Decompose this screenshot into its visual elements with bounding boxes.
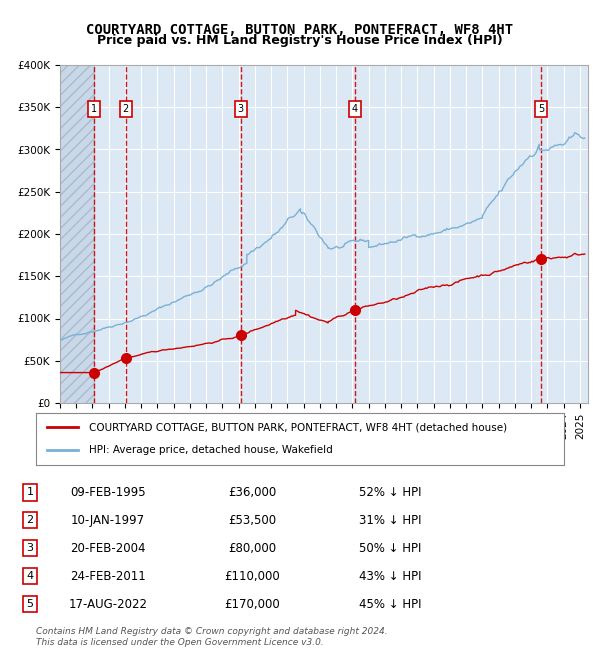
Text: 1: 1: [26, 488, 34, 497]
Text: COURTYARD COTTAGE, BUTTON PARK, PONTEFRACT, WF8 4HT (detached house): COURTYARD COTTAGE, BUTTON PARK, PONTEFRA…: [89, 422, 507, 432]
Text: 5: 5: [26, 599, 34, 609]
Text: 43% ↓ HPI: 43% ↓ HPI: [359, 569, 421, 582]
Text: 09-FEB-1995: 09-FEB-1995: [70, 486, 146, 499]
Text: COURTYARD COTTAGE, BUTTON PARK, PONTEFRACT, WF8 4HT: COURTYARD COTTAGE, BUTTON PARK, PONTEFRA…: [86, 23, 514, 37]
Text: 31% ↓ HPI: 31% ↓ HPI: [359, 514, 421, 526]
Text: 5: 5: [538, 104, 544, 114]
Text: 3: 3: [26, 543, 34, 553]
Text: HPI: Average price, detached house, Wakefield: HPI: Average price, detached house, Wake…: [89, 445, 332, 455]
Text: Contains HM Land Registry data © Crown copyright and database right 2024.
This d: Contains HM Land Registry data © Crown c…: [36, 627, 388, 647]
Text: £36,000: £36,000: [228, 486, 276, 499]
Bar: [60, 65, 94, 403]
Text: £53,500: £53,500: [228, 514, 276, 526]
Text: 20-FEB-2004: 20-FEB-2004: [70, 541, 146, 554]
Text: £110,000: £110,000: [224, 569, 280, 582]
Text: 3: 3: [238, 104, 244, 114]
Text: 10-JAN-1997: 10-JAN-1997: [71, 514, 145, 526]
Text: 52% ↓ HPI: 52% ↓ HPI: [359, 486, 421, 499]
Text: 1: 1: [91, 104, 97, 114]
Text: 2: 2: [26, 515, 34, 525]
Text: 4: 4: [352, 104, 358, 114]
Text: 2: 2: [122, 104, 129, 114]
Text: 24-FEB-2011: 24-FEB-2011: [70, 569, 146, 582]
Text: 50% ↓ HPI: 50% ↓ HPI: [359, 541, 421, 554]
Text: 4: 4: [26, 571, 34, 581]
Text: £80,000: £80,000: [228, 541, 276, 554]
Text: Price paid vs. HM Land Registry's House Price Index (HPI): Price paid vs. HM Land Registry's House …: [97, 34, 503, 47]
Text: 17-AUG-2022: 17-AUG-2022: [68, 597, 148, 610]
Text: 45% ↓ HPI: 45% ↓ HPI: [359, 597, 421, 610]
Text: £170,000: £170,000: [224, 597, 280, 610]
